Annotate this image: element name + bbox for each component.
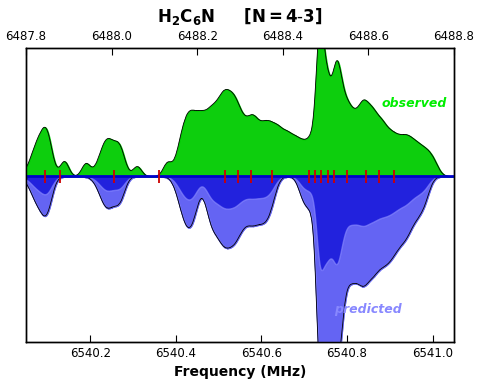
Text: predicted: predicted xyxy=(334,303,402,316)
Text: observed: observed xyxy=(381,97,446,110)
X-axis label: Frequency (MHz): Frequency (MHz) xyxy=(174,365,306,380)
Title: $\mathbf{H_2C_6N}$     $\mathbf{[N=4\text{-}3]}$: $\mathbf{H_2C_6N}$ $\mathbf{[N=4\text{-}… xyxy=(157,5,323,27)
